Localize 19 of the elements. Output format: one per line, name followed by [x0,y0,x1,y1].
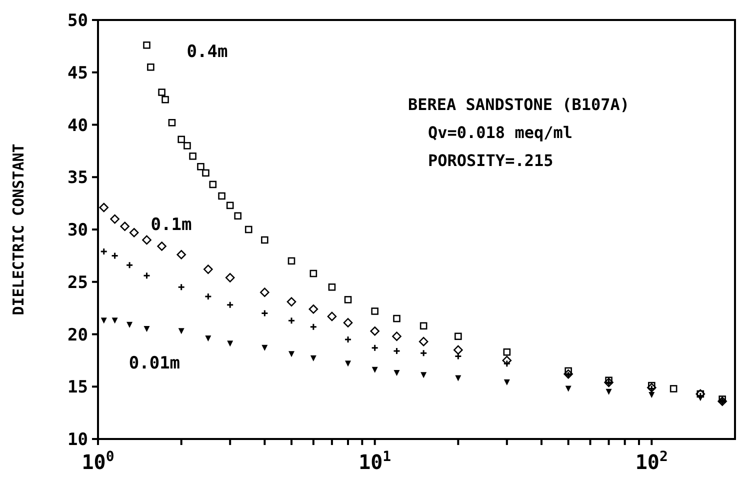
y-tick-label: 35 [68,168,88,188]
y-tick-label: 45 [68,63,88,84]
y-tick-label: 50 [68,11,88,32]
annotation: POROSITY=.215 [428,151,554,170]
y-tick-label: 40 [68,116,88,136]
y-tick-label: 15 [68,378,88,398]
series-label: 0.4m [186,42,228,62]
y-axis-title: DIELECTRIC CONSTANT [9,144,28,316]
x-tick-label: 10$^{1}$ [358,449,392,474]
x-tick-label: 10$^{0}$ [82,449,114,474]
annotation: BEREA SANDSTONE (B107A) [408,95,630,114]
series-label: 0.01m [128,354,180,374]
y-tick-label: 10 [68,430,88,450]
y-tick-label: 25 [68,272,88,293]
annotation: Qv=0.018 meq/ml [428,123,572,142]
series-label: 0.1m [150,214,192,235]
x-tick-label: 10$^{2}$ [635,449,668,474]
y-tick-label: 30 [68,220,88,241]
y-tick-label: 20 [68,325,88,346]
